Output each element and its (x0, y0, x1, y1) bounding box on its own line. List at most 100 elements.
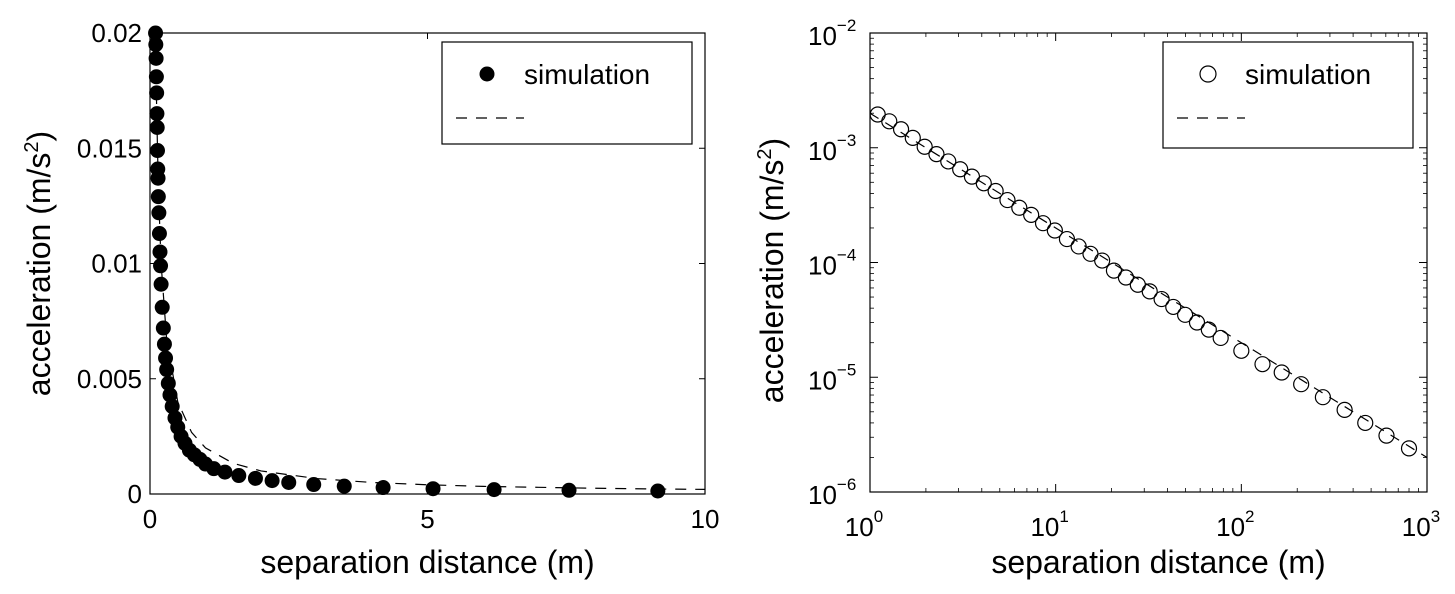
x-tick-label: 10 (691, 504, 720, 534)
simulation-point (892, 121, 910, 138)
simulation-point (1129, 276, 1146, 293)
x-tick-label-base: 10 (1216, 512, 1245, 542)
simulation-point (336, 478, 352, 494)
y-tick-label-base: 10 (808, 365, 837, 395)
simulation-point (159, 362, 175, 378)
x-tick-label: 5 (420, 504, 434, 534)
x-tick-label-exponent: 3 (1431, 507, 1440, 526)
simulation-point (247, 470, 263, 486)
x-tick-label: 101 (1030, 507, 1068, 542)
y-axis-label-close: ) (21, 131, 57, 142)
y-tick-label: 10−2 (808, 16, 856, 51)
simulation-point (999, 191, 1016, 209)
y-tick-label-exponent: −4 (837, 246, 856, 265)
simulation-point (306, 477, 322, 493)
simulation-point (1200, 321, 1217, 338)
simulation-point (1177, 306, 1194, 323)
simulation-point (281, 474, 297, 490)
simulation-point (1165, 298, 1182, 316)
simulation-point (160, 375, 176, 391)
simulation-point (1105, 262, 1123, 279)
simulation-point (148, 25, 164, 41)
y-axis-label-superscript: 2 (21, 141, 43, 152)
simulation-point (1336, 401, 1353, 418)
x-tick-label-exponent: 2 (1245, 507, 1254, 526)
y-tick-label: 0.02 (91, 18, 142, 48)
simulation-point (1094, 252, 1111, 269)
y-tick-label: 10−4 (808, 246, 856, 281)
simulation-point (150, 189, 166, 205)
simulation-point (1400, 440, 1418, 457)
simulation-point (952, 161, 969, 178)
simulation-point (1023, 206, 1040, 223)
simulation-point (1254, 356, 1271, 373)
dashed-line-series (869, 112, 1428, 458)
simulation-point (149, 143, 165, 159)
simulation-point (149, 85, 165, 101)
y-tick-label-base: 10 (808, 480, 837, 510)
simulation-point (963, 168, 981, 185)
x-tick-label: 103 (1402, 507, 1440, 542)
x-tick-label-base: 10 (1402, 512, 1431, 542)
simulation-point (1293, 376, 1310, 393)
y-tick-label: 10−3 (808, 131, 856, 166)
simulation-point (154, 299, 170, 315)
simulation-point (486, 482, 502, 498)
x-axis-label: separation distance (m) (991, 544, 1325, 580)
simulation-point (940, 153, 957, 170)
y-tick-label: 0 (128, 479, 142, 509)
y-tick-label-exponent: −6 (837, 475, 856, 494)
y-tick-label-base: 10 (808, 136, 837, 166)
y-tick-label: 10−6 (808, 475, 856, 510)
y-axis-label: acceleration (m/s2) (21, 131, 57, 396)
simulation-point (1273, 364, 1290, 381)
x-tick-label-exponent: 0 (874, 507, 883, 526)
y-axis-label-text: acceleration (m/s (754, 160, 790, 404)
simulation-point (155, 320, 171, 336)
y-tick-label-exponent: −3 (837, 131, 856, 150)
left-chart-panel: 0 5 10 0 0.005 0.01 0.015 0.02 separation distan… (21, 18, 719, 580)
y-tick-label-exponent: −2 (837, 16, 856, 35)
x-tick-label: 100 (845, 507, 883, 542)
x-tick-label: 0 (143, 504, 157, 534)
simulation-point (1188, 314, 1206, 331)
simulation-point (425, 481, 441, 497)
simulation-point (156, 336, 172, 352)
simulation-point (987, 182, 1004, 200)
y-axis-label-text: acceleration (m/s (21, 153, 57, 397)
simulation-point (975, 175, 992, 192)
simulation-point (1357, 414, 1374, 432)
y-tick-label-base: 10 (808, 21, 837, 51)
simulation-point (1141, 283, 1158, 300)
simulation-point (1233, 342, 1250, 359)
x-tick-label-base: 10 (1030, 512, 1059, 542)
simulation-point (150, 170, 166, 186)
dashed-line-series (154, 32, 706, 490)
y-axis-label: acceleration (m/s2) (754, 138, 790, 403)
y-axis-label-close: ) (754, 138, 790, 149)
simulation-point (1070, 238, 1087, 255)
x-axis-label: separation distance (m) (260, 544, 594, 580)
simulation-point (375, 480, 391, 496)
simulation-point (164, 398, 180, 414)
simulation-point (1314, 389, 1332, 406)
simulation-point (1058, 230, 1076, 248)
simulation-point (1117, 269, 1135, 286)
simulation-point (1034, 215, 1052, 232)
simulation-point (151, 205, 167, 221)
legend-label-simulation: simulation (524, 59, 650, 90)
y-tick-label-base: 10 (808, 251, 837, 281)
x-tick-label: 102 (1216, 507, 1254, 542)
legend-marker-simulation (479, 66, 495, 82)
simulation-point (148, 37, 164, 53)
legend-label-simulation: simulation (1245, 59, 1371, 90)
legend-box (1162, 41, 1414, 149)
simulation-point (1046, 222, 1063, 239)
simulation-point (153, 276, 169, 292)
simulation-point (1212, 329, 1229, 347)
simulation-point (1011, 199, 1028, 216)
simulation-point (148, 69, 164, 85)
x-tick-label-base: 10 (845, 512, 874, 542)
simulation-point (151, 226, 167, 242)
